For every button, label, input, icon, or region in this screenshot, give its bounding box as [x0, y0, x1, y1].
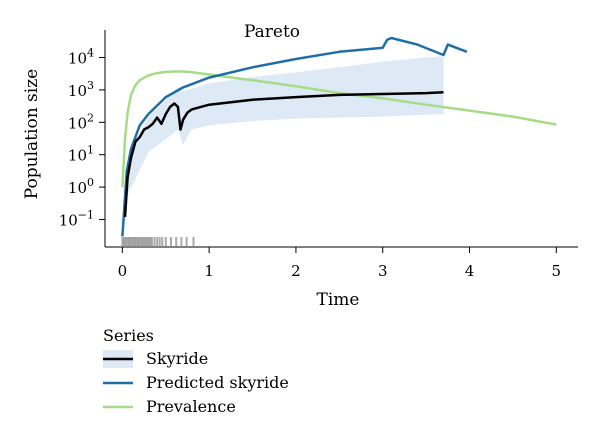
y-tick-label: 104 — [68, 47, 94, 68]
x-tick-label: 2 — [291, 262, 301, 280]
legend-predicted-skyride-label: Predicted skyride — [146, 373, 289, 392]
y-axis-ticks: 10−1 100 101 102 103 104 — [59, 47, 105, 229]
x-axis-label: Time — [317, 290, 360, 310]
x-tick-label: 4 — [465, 262, 475, 280]
series-lines-layer — [121, 36, 557, 237]
prevalence-line — [121, 70, 557, 188]
y-tick-label: 100 — [68, 176, 94, 197]
skyride-line — [123, 90, 444, 217]
x-axis-ticks: 0 1 2 3 4 5 — [118, 247, 561, 280]
y-tick-label: 101 — [68, 144, 94, 165]
y-tick-label: 103 — [68, 79, 94, 100]
x-tick-label: 5 — [552, 262, 562, 280]
skyride-credible-band — [126, 56, 444, 197]
y-axis-label: Population size — [22, 69, 42, 199]
legend: Series Skyride Predicted skyride Prevale… — [103, 326, 289, 416]
x-tick-label: 1 — [204, 262, 214, 280]
x-tick-label: 3 — [378, 262, 388, 280]
y-tick-label: 10−1 — [59, 208, 94, 229]
y-tick-label: 102 — [68, 111, 94, 132]
legend-title: Series — [103, 326, 154, 345]
predicted-skyride-line — [121, 36, 468, 237]
legend-skyride-label: Skyride — [146, 349, 208, 368]
rug-layer — [121, 237, 195, 246]
x-tick-label: 0 — [118, 262, 128, 280]
skyride-band-layer — [126, 56, 444, 197]
chart-title: Pareto — [244, 22, 300, 42]
legend-prevalence-label: Prevalence — [146, 397, 236, 416]
